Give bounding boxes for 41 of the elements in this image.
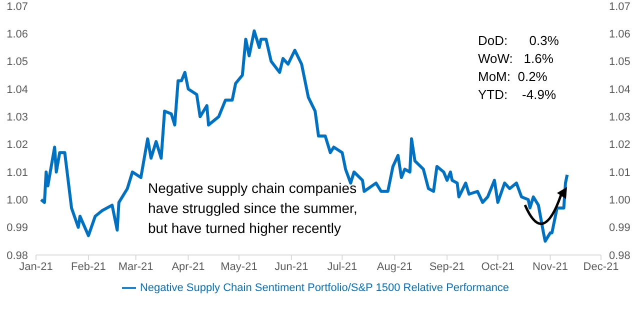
y-tick-label: 1.07: [6, 0, 28, 13]
annotation: but have turned higher recently: [148, 219, 342, 238]
x-tick-label: Nov-21: [532, 260, 568, 273]
y2-tick-label: 1.01: [609, 166, 630, 179]
annotation: Negative supply chain companies: [148, 179, 358, 198]
y-tick-label: 1.02: [6, 139, 28, 152]
annotation: DoD: 0.3%: [478, 32, 559, 50]
x-tick-label: Feb-21: [71, 260, 106, 273]
y2-tick-label: 1.04: [609, 84, 630, 96]
y2-tick-label: 1.06: [609, 28, 630, 41]
x-tick-label: Jun-21: [274, 260, 308, 273]
y2-tick-label: 1.03: [609, 112, 630, 124]
x-tick-label: Dec-21: [583, 260, 619, 273]
y-tick-label: 1.00: [6, 194, 28, 207]
x-tick-label: May-21: [220, 260, 258, 273]
x-tick-label: Aug-21: [376, 260, 412, 273]
y-tick-label: 1.04: [6, 84, 28, 96]
x-tick-label: Mar-21: [118, 260, 154, 273]
x-tick-label: Jan-21: [19, 260, 53, 273]
annotation: have struggled since the summer,: [148, 199, 358, 218]
y-tick-label: 1.03: [6, 112, 28, 124]
x-tick-label: Apr-21: [172, 260, 205, 273]
legend-label: Negative Supply Chain Sentiment Portfolio/S&P 1500 Relative Performance: [140, 282, 510, 294]
y2-tick-label: 1.05: [609, 56, 630, 68]
y-tick-label: 1.05: [6, 56, 28, 68]
x-tick-label: Oct-21: [481, 260, 514, 273]
y-tick-label: 0.98: [6, 250, 28, 262]
y2-tick-label: 1.02: [609, 139, 630, 152]
annotation: WoW: 1.6%: [478, 50, 554, 68]
y-tick-label: 1.06: [6, 28, 28, 41]
annotation: YTD: -4.9%: [478, 86, 558, 104]
line-series: [40, 29, 569, 243]
y2-tick-label: 1.07: [609, 0, 630, 13]
y-tick-label: 0.99: [6, 222, 28, 234]
x-tick-label: Jul-21: [327, 260, 358, 273]
y-tick-label: 1.01: [6, 166, 28, 179]
y2-tick-label: 0.98: [609, 250, 630, 262]
y2-tick-label: 1.00: [609, 194, 630, 207]
annotation: MoM: 0.2%: [478, 68, 548, 86]
y2-tick-label: 0.99: [609, 222, 630, 234]
x-tick-label: Sep-21: [429, 260, 465, 273]
